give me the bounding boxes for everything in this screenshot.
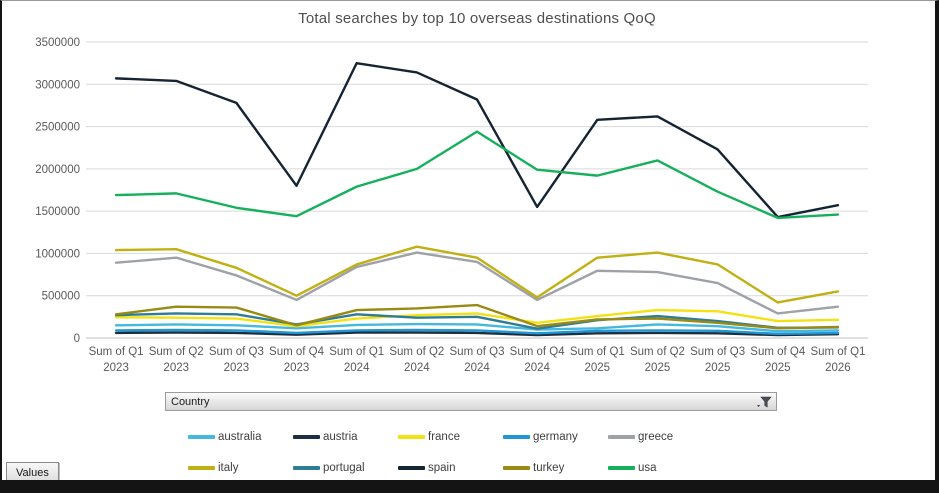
legend-label: greece [638, 430, 674, 443]
values-button[interactable]: Values [6, 462, 59, 480]
y-axis-tick-label: 3000000 [35, 79, 80, 91]
legend-swatch-turkey [503, 465, 530, 470]
legend-item-italy: italy [188, 462, 293, 474]
x-axis-tick-label-year: 2025 [765, 362, 791, 374]
series-line-italy [114, 245, 840, 304]
legend-item-portugal: portugal [293, 462, 398, 474]
x-axis-tick-label: Sum of Q4 [269, 346, 325, 358]
x-axis-tick-label-year: 2025 [645, 362, 671, 374]
chart-title: Total searches by top 10 overseas destin… [298, 10, 656, 27]
legend-label: austria [323, 430, 358, 443]
x-axis-tick-label: Sum of Q3 [209, 346, 264, 358]
series-line-france [114, 308, 840, 328]
y-axis-tick-label: 1000000 [35, 248, 80, 260]
country-filter-label: Country [171, 395, 210, 408]
series-line-austria [114, 331, 840, 337]
legend-item-spain: spain [398, 462, 503, 474]
legend-label: italy [218, 461, 239, 474]
x-axis-tick-label-year: 2024 [344, 362, 370, 374]
x-axis-tick-label-year: 2023 [103, 362, 129, 374]
legend-swatch-australia [188, 434, 215, 439]
legend-item-australia: australia [188, 431, 293, 443]
series-line-greece [114, 251, 840, 315]
series-line-usa [114, 130, 840, 220]
legend-label: germany [533, 430, 578, 443]
x-axis-tick-label-year: 2025 [585, 362, 611, 374]
legend-swatch-austria [293, 434, 320, 439]
legend-item-germany: germany [503, 431, 608, 443]
x-axis-tick-label-year: 2024 [404, 362, 430, 374]
x-axis-tick-label: Sum of Q1 [329, 346, 384, 358]
x-axis-tick-label: Sum of Q3 [450, 346, 505, 358]
legend-item-france: france [398, 431, 503, 443]
legend-label: spain [428, 461, 456, 474]
x-axis-tick-label: Sum of Q2 [149, 346, 204, 358]
legend-label: turkey [533, 461, 565, 474]
y-axis-tick-label: 3500000 [35, 37, 80, 49]
x-axis-tick-label-year: 2024 [464, 362, 490, 374]
y-axis-tick-label: 1500000 [35, 206, 80, 218]
x-axis-tick-label-year: 2025 [705, 362, 731, 374]
filter-funnel-icon[interactable] [755, 396, 772, 408]
legend-label: australia [218, 430, 262, 443]
legend-swatch-italy [188, 465, 215, 470]
legend-item-usa: usa [608, 462, 713, 474]
x-axis-tick-label: Sum of Q1 [570, 346, 625, 358]
y-axis-tick-label: 0 [74, 333, 80, 345]
legend-label: usa [638, 461, 657, 474]
series-line-australia [114, 322, 840, 333]
x-axis-tick-label-year: 2023 [163, 362, 189, 374]
x-axis-tick-label-year: 2024 [524, 362, 550, 374]
x-axis-tick-label: Sum of Q1 [89, 346, 144, 358]
legend-item-turkey: turkey [503, 462, 608, 474]
legend-swatch-france [398, 434, 425, 439]
legend-item-greece: greece [608, 431, 713, 443]
legend-swatch-greece [608, 434, 635, 439]
series-line-spain [114, 61, 840, 219]
legend-swatch-portugal [293, 465, 320, 470]
y-axis-tick-label: 2000000 [35, 164, 80, 176]
x-axis-tick-label: Sum of Q2 [389, 346, 444, 358]
legend-swatch-spain [398, 465, 425, 470]
legend-label: france [428, 430, 460, 443]
chart-plot-area: 0 500000 1000000 1500000 2000000 2500000 30000… [35, 37, 868, 374]
legend-swatch-usa [608, 465, 635, 470]
series-line-turkey [114, 303, 840, 330]
x-axis-tick-label: Sum of Q2 [630, 346, 685, 358]
x-axis-tick-label-year: 2023 [224, 362, 250, 374]
x-axis-tick-label: Sum of Q4 [510, 346, 566, 358]
y-axis-tick-label: 500000 [42, 291, 80, 303]
y-axis-tick-label: 2500000 [35, 122, 80, 134]
x-axis-tick-label: Sum of Q3 [690, 346, 745, 358]
country-filter-button[interactable]: Country [165, 392, 777, 411]
legend-label: portugal [323, 461, 365, 474]
x-axis-tick-label: Sum of Q1 [810, 346, 865, 358]
x-axis-tick-label-year: 2026 [825, 362, 851, 374]
x-axis-tick-label-year: 2023 [284, 362, 310, 374]
x-axis-tick-label: Sum of Q4 [750, 346, 806, 358]
legend-item-austria: austria [293, 431, 398, 443]
series-line-portugal [114, 312, 840, 330]
legend-swatch-germany [503, 434, 530, 439]
series-line-germany [114, 328, 840, 335]
chart-legend: australia austria france germany greece italy… [188, 421, 718, 480]
